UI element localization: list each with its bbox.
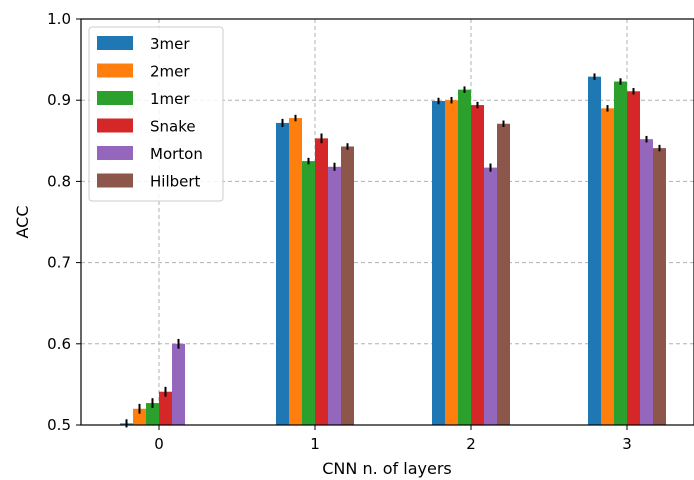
x-tick-label: 2 [466, 435, 476, 453]
y-ticks: 0.5 0.6 0.7 0.8 0.9 1.0 [47, 10, 81, 434]
bar-2mer-2 [445, 100, 458, 425]
bar-morton-2 [484, 167, 497, 425]
bar-hilbert-2 [497, 123, 510, 426]
legend-label-morton: Morton [150, 145, 203, 163]
y-axis-label: ACC [13, 205, 32, 238]
legend-swatch-snake [97, 118, 133, 133]
plot-frame [80, 18, 694, 426]
legend-swatch-1mer [97, 91, 133, 105]
legend-label-2mer: 2mer [150, 63, 190, 81]
y-tick-label: 0.5 [47, 416, 71, 434]
y-tick-label: 0.6 [47, 335, 71, 353]
bar-3mer-2 [432, 101, 445, 426]
bar-2mer-1 [289, 118, 302, 426]
y-tick-label: 0.8 [47, 172, 71, 190]
y-tick-label: 0.9 [47, 91, 71, 109]
x-tick-label: 1 [310, 435, 320, 453]
y-tick-label: 1.0 [47, 10, 71, 28]
bar-hilbert-3 [653, 148, 666, 425]
bar-1mer-0 [146, 403, 159, 425]
legend: 3mer 2mer 1mer Snake Morton Hilbert [88, 26, 224, 202]
bar-1mer-1 [302, 161, 315, 425]
bar-snake-0 [159, 391, 172, 425]
legend-swatch-morton [97, 146, 133, 160]
bar-2mer-0 [133, 408, 146, 425]
x-axis-label: CNN n. of layers [322, 459, 452, 478]
bar-hilbert-1 [341, 146, 354, 425]
legend-swatch-hilbert [97, 173, 133, 188]
bar-3mer-3 [588, 76, 601, 425]
legend-swatch-2mer [97, 63, 133, 78]
bar-3mer-1 [276, 122, 289, 425]
bar-snake-2 [471, 105, 484, 426]
bar-1mer-2 [458, 89, 471, 426]
legend-label-1mer: 1mer [150, 90, 190, 108]
legend-label-hilbert: Hilbert [150, 173, 201, 191]
bar-1mer-3 [614, 81, 627, 426]
legend-label-snake: Snake [150, 118, 196, 136]
bar-morton-1 [328, 166, 341, 425]
bar-snake-1 [315, 138, 328, 425]
legend-swatch-3mer [97, 36, 133, 50]
bar-snake-3 [627, 91, 640, 425]
error-bars-group [125, 73, 661, 428]
x-tick-label: 0 [154, 435, 164, 453]
bars-group [120, 76, 666, 426]
y-tick-label: 0.7 [47, 254, 71, 272]
bar-morton-3 [640, 139, 653, 425]
bar-morton-0 [172, 343, 185, 425]
x-tick-label: 3 [622, 435, 632, 453]
legend-label-3mer: 3mer [150, 35, 190, 53]
bar-2mer-3 [601, 108, 614, 425]
x-ticks: 0 1 2 3 [154, 425, 632, 453]
